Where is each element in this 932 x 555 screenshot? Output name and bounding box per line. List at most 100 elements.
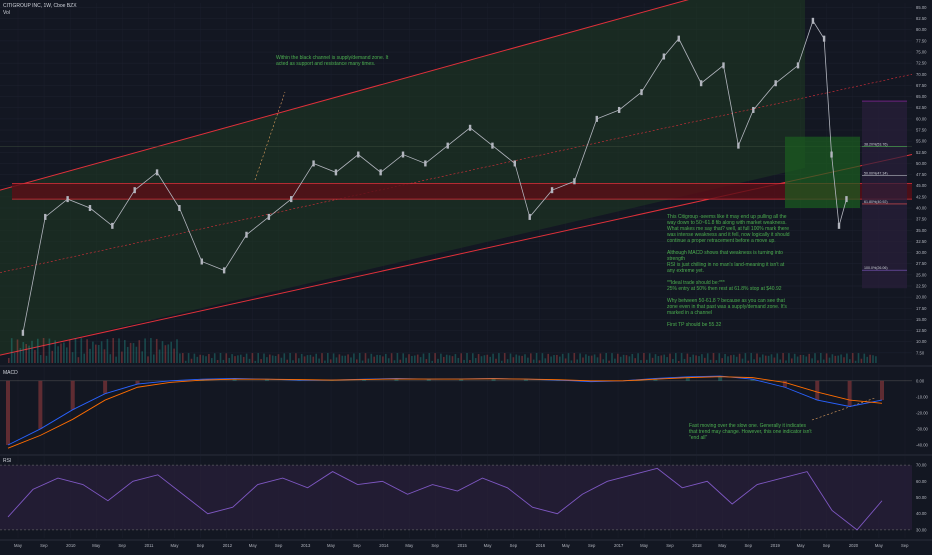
volume-bar — [219, 353, 222, 363]
volume-bar — [83, 353, 85, 363]
time-tick-label: May — [718, 543, 727, 548]
volume-bar — [283, 353, 286, 363]
volume-bar — [750, 353, 752, 363]
annotation-arrow — [254, 91, 286, 181]
volume-bar — [68, 339, 71, 363]
volume-bar — [582, 357, 584, 363]
volume-bar — [466, 353, 468, 363]
volume-bar — [851, 353, 854, 363]
volume-bar — [66, 347, 68, 363]
volume-bar — [37, 338, 39, 363]
volume-bar — [370, 353, 373, 363]
volume-bar — [863, 353, 866, 363]
rsi-tick-label: 60.00 — [916, 479, 927, 484]
volume-bar — [39, 355, 42, 363]
volume-bar — [677, 360, 680, 363]
volume-bar — [483, 355, 486, 363]
time-tick-label: 2014 — [379, 543, 389, 548]
volume-bar — [402, 353, 404, 363]
volume-bar — [132, 343, 135, 363]
volume-bar — [628, 356, 631, 363]
volume-bar — [857, 353, 860, 363]
volume-bar — [42, 338, 45, 363]
volume-bar — [872, 355, 874, 363]
volume-bar — [663, 354, 665, 363]
price-tick-label: 12.50 — [916, 328, 927, 333]
volume-bar — [228, 357, 230, 363]
volume-bar — [51, 350, 54, 363]
volume-bar — [675, 353, 677, 363]
volume-bar — [634, 358, 636, 363]
price-tick-label: 82.50 — [916, 16, 927, 21]
price-candle — [699, 80, 703, 87]
volume-bar — [155, 338, 158, 363]
volume-bar — [356, 359, 358, 363]
volume-bar — [660, 355, 663, 363]
annotation-channel: Within the black channel is supply/deman… — [276, 55, 389, 67]
volume-bar — [361, 360, 364, 363]
volume-bar — [150, 338, 152, 363]
volume-bar — [440, 353, 442, 363]
price-tick-label: 50.00 — [916, 161, 927, 166]
volume-bar — [808, 353, 810, 363]
macd-tick-label: -10.00 — [916, 394, 929, 399]
volume-bar — [445, 354, 448, 363]
price-candle — [424, 160, 427, 167]
volume-bar — [849, 359, 851, 363]
time-tick-label: Sep — [275, 543, 283, 548]
volume-bar — [77, 357, 80, 363]
time-tick-label: 2020 — [849, 543, 859, 548]
volume-bar — [521, 355, 523, 363]
volume-bar — [869, 354, 871, 363]
time-tick-label: 2011 — [144, 543, 154, 548]
fib-level-label: 50.00%(47.34) — [864, 171, 888, 175]
volume-bar — [666, 357, 668, 363]
volume-bar — [141, 351, 143, 363]
volume-bar — [854, 360, 857, 363]
macd-histogram-bar — [815, 380, 820, 401]
rsi-tick-label: 70.00 — [916, 463, 927, 468]
time-tick-label: 2019 — [771, 543, 781, 548]
volume-bar — [411, 355, 413, 363]
volume-bar — [680, 353, 683, 363]
price-candle — [737, 142, 740, 149]
volume-bar — [617, 353, 619, 363]
volume-bar — [498, 353, 500, 363]
volume-bar — [45, 355, 48, 363]
time-tick-label: Sep — [744, 543, 752, 548]
price-tick-label: 75.00 — [916, 50, 927, 55]
volume-bar — [480, 356, 483, 363]
volume-bar — [762, 354, 764, 363]
volume-bar — [393, 360, 396, 363]
volume-bar — [164, 345, 167, 363]
volume-bar — [54, 340, 56, 363]
price-candle — [133, 187, 136, 194]
volume-bar — [782, 353, 784, 363]
price-candle — [245, 231, 248, 238]
volume-bar — [376, 354, 378, 363]
volume-bar — [425, 359, 428, 363]
time-tick-label: Sep — [901, 543, 909, 548]
volume-bar — [213, 353, 216, 363]
volume-bar — [100, 341, 103, 363]
time-tick-label: 2012 — [223, 543, 233, 548]
volume-bar — [547, 353, 549, 363]
time-tick-label: Sep — [431, 543, 439, 548]
volume-bar — [315, 353, 317, 363]
price-tick-label: 37.50 — [916, 217, 927, 222]
target-box — [785, 136, 860, 209]
volume-bar — [231, 354, 233, 363]
price-candle — [528, 213, 531, 220]
volume-bar — [251, 353, 254, 363]
volume-bar — [689, 357, 692, 363]
price-tick-label: 15.00 — [916, 317, 927, 322]
volume-bar — [295, 353, 297, 363]
volume-bar — [706, 353, 709, 363]
price-candle — [222, 267, 226, 274]
volume-bar — [843, 357, 845, 363]
price-candle — [66, 196, 69, 203]
volume-bar — [344, 355, 346, 363]
volume-bar — [63, 342, 65, 363]
